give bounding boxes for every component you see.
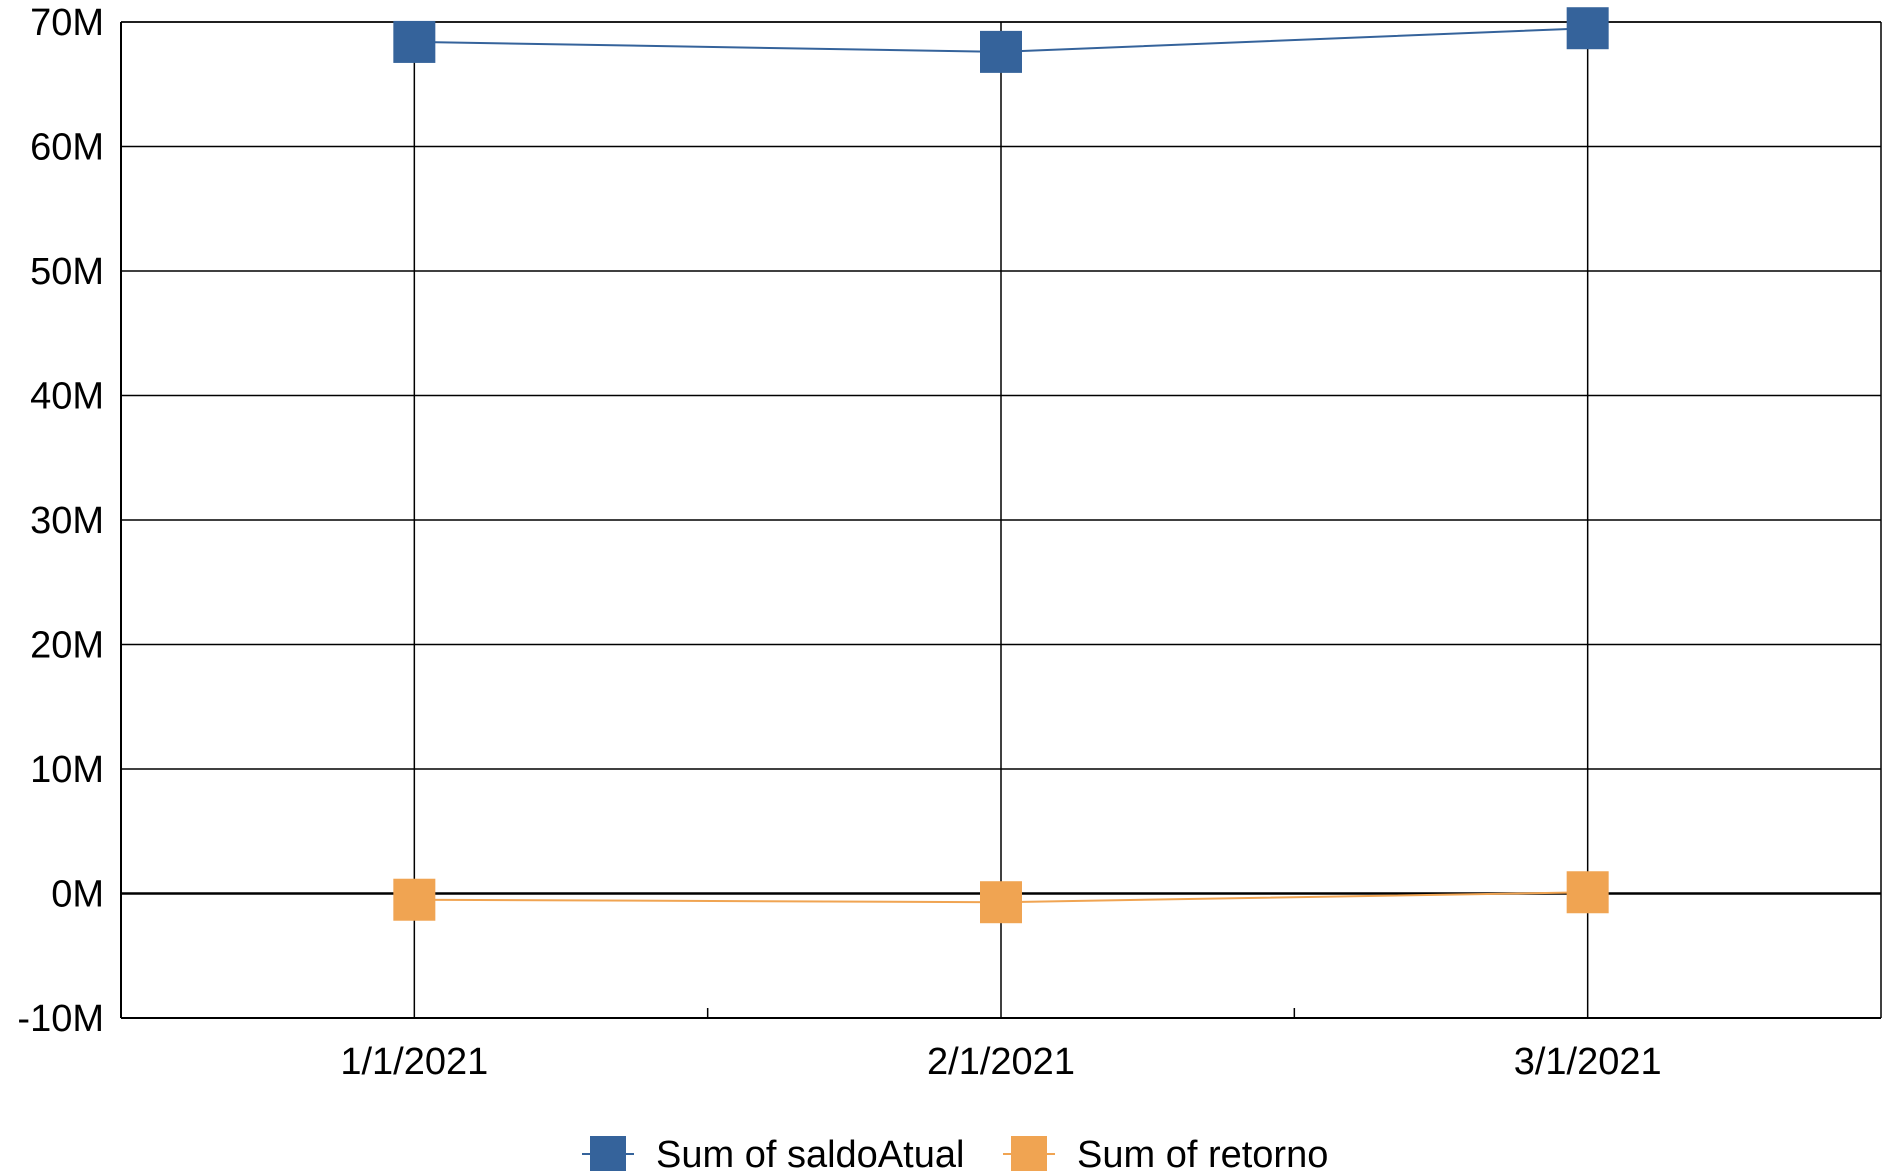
y-tick-label: 40M	[30, 376, 104, 418]
data-point-marker	[980, 30, 1022, 73]
data-point-marker	[1566, 7, 1609, 50]
series-2	[393, 871, 1609, 924]
x-axis-tick-labels: 1/1/2021 2/1/2021 3/1/2021	[340, 1041, 1661, 1083]
legend-marker-swatch	[1011, 1136, 1047, 1171]
legend: Sum of saldoAtual Sum of retorno	[582, 1134, 1328, 1171]
y-tick-label: -10M	[17, 998, 104, 1040]
y-tick-label: 30M	[30, 500, 104, 542]
x-tick-label: 3/1/2021	[1514, 1041, 1662, 1083]
legend-item: Sum of saldoAtual	[582, 1134, 964, 1171]
x-tick-label: 2/1/2021	[927, 1041, 1075, 1083]
x-tick-label: 1/1/2021	[340, 1041, 488, 1083]
grid-lines	[121, 21, 1881, 1019]
legend-marker-swatch	[590, 1136, 626, 1171]
legend-item: Sum of retorno	[1003, 1134, 1328, 1171]
data-point-marker	[393, 878, 436, 921]
legend-label: Sum of retorno	[1077, 1134, 1328, 1171]
series-layer	[393, 7, 1609, 924]
y-tick-label: 50M	[30, 251, 104, 293]
data-point-marker	[980, 881, 1022, 924]
y-tick-label: 60M	[30, 127, 104, 169]
legend-label: Sum of saldoAtual	[656, 1134, 964, 1171]
data-point-marker	[393, 20, 436, 63]
y-tick-label: 10M	[30, 749, 104, 791]
y-tick-label: 0M	[51, 874, 104, 916]
series-1	[393, 7, 1609, 73]
y-tick-label: 20M	[30, 625, 104, 667]
data-point-marker	[1566, 871, 1609, 914]
y-tick-label: 70M	[30, 2, 104, 44]
y-axis-tick-labels: 70M 60M 50M 40M 30M 20M 10M 0M -10M	[17, 2, 104, 1040]
